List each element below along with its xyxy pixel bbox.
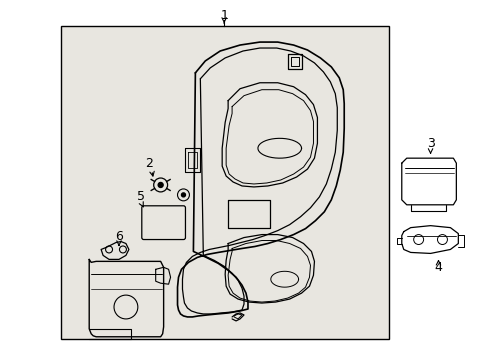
Text: 1: 1 — [220, 9, 227, 22]
Circle shape — [158, 183, 163, 188]
Circle shape — [181, 193, 185, 197]
Text: 2: 2 — [144, 157, 152, 170]
Text: 4: 4 — [434, 261, 442, 274]
Text: 3: 3 — [426, 137, 434, 150]
Bar — [61, 26, 388, 339]
Text: 6: 6 — [115, 230, 122, 243]
Text: 5: 5 — [137, 190, 144, 203]
